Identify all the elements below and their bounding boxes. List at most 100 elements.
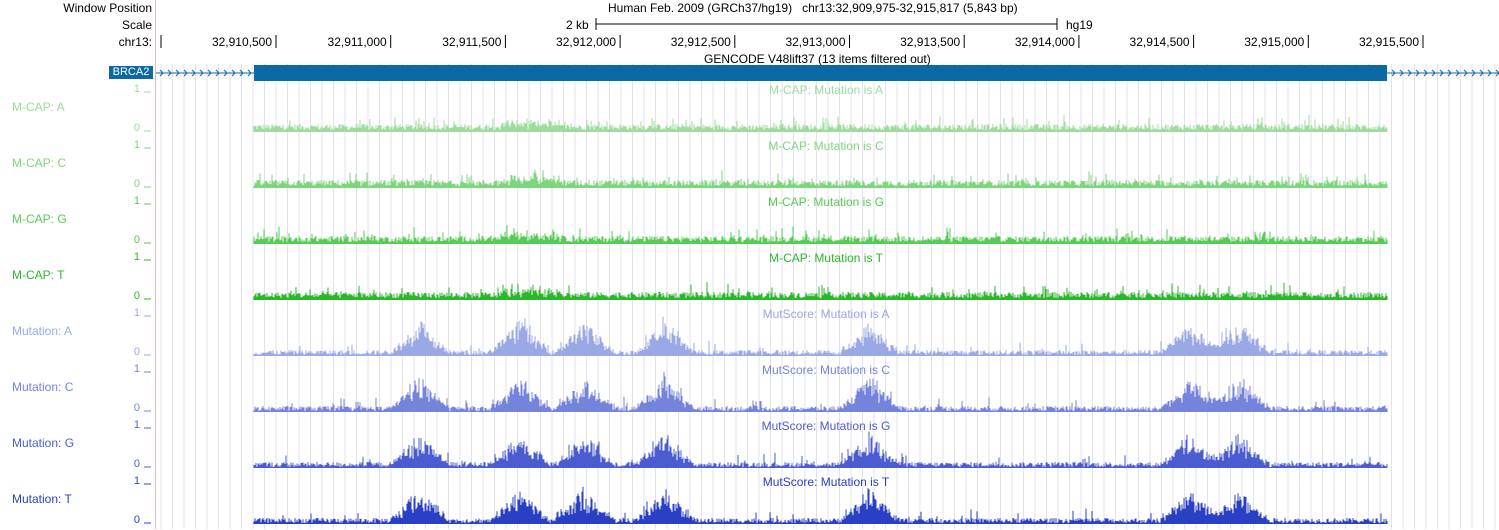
scale-label: Scale <box>121 18 152 32</box>
track-title-m-cap-t: M-CAP: Mutation is T <box>769 251 883 265</box>
strand-arrow <box>223 69 228 77</box>
track-axis-max: 1 <box>133 307 140 319</box>
wiggle-signal <box>253 225 1388 244</box>
strand-arrow <box>191 69 196 77</box>
ruler-tick-label: 32,912,000 <box>556 35 616 49</box>
track-side-label-mutation-c[interactable]: Mutation: C <box>12 380 74 394</box>
wiggle-signal <box>253 372 1388 412</box>
strand-arrow <box>1479 69 1484 77</box>
strand-arrow <box>1439 69 1444 77</box>
track-side-label-m-cap-t[interactable]: M-CAP: T <box>12 268 65 282</box>
track-axis-min: 0 <box>133 178 140 190</box>
strand-arrow <box>1463 69 1468 77</box>
ruler-tick-label: 32,913,500 <box>900 35 960 49</box>
strand-arrow <box>175 69 180 77</box>
strand-arrow <box>1487 69 1492 77</box>
wiggle-signal <box>253 282 1388 300</box>
strand-arrow <box>1399 69 1404 77</box>
strand-arrow <box>167 69 172 77</box>
track-axis-max: 1 <box>133 419 140 431</box>
track-axis-min: 0 <box>133 458 140 470</box>
ruler-tick-label: 32,915,500 <box>1359 35 1419 49</box>
ruler-tick-label: 32,914,500 <box>1130 35 1190 49</box>
strand-arrow <box>1391 69 1396 77</box>
strand-arrow <box>1495 69 1499 77</box>
track-side-label-m-cap-c[interactable]: M-CAP: C <box>12 156 66 170</box>
scale-text: 2 kb <box>566 18 589 32</box>
strand-arrow <box>1431 69 1436 77</box>
track-axis-max: 1 <box>133 83 140 95</box>
track-side-label-mutation-a[interactable]: Mutation: A <box>12 324 73 338</box>
track-title-m-cap-g: M-CAP: Mutation is G <box>768 195 884 209</box>
strand-arrow <box>207 69 212 77</box>
track-title-mutation-a: MutScore: Mutation is A <box>763 307 890 321</box>
track-axis-max: 1 <box>133 251 140 263</box>
scale-bar <box>595 18 1058 30</box>
gene-label-brca2[interactable]: BRCA2 <box>109 66 153 79</box>
track-side-label-mutation-g[interactable]: Mutation: G <box>12 436 75 450</box>
strand-arrow <box>1471 69 1476 77</box>
track-title-m-cap-a: M-CAP: Mutation is A <box>769 83 883 97</box>
chrom-label: chr13: <box>118 35 152 49</box>
track-axis-min: 0 <box>133 514 140 526</box>
track-side-label-m-cap-g[interactable]: M-CAP: G <box>12 212 67 226</box>
ruler-tick-label: 32,915,000 <box>1244 35 1304 49</box>
track-title-mutation-g: MutScore: Mutation is G <box>762 419 891 433</box>
strand-arrow <box>199 69 204 77</box>
assembly-title: Human Feb. 2009 (GRCh37/hg19) <box>608 1 793 15</box>
strand-arrow <box>247 69 252 77</box>
track-axis-max: 1 <box>133 139 140 151</box>
wiggle-signal <box>253 115 1388 132</box>
strand-arrow <box>183 69 188 77</box>
wiggle-track-m-cap-t[interactable]: M-CAP: Mutation is T <box>0 250 1499 306</box>
position-text: chr13:32,909,975-32,915,817 (5,843 bp) <box>802 1 1018 15</box>
wiggle-track-mutation-c[interactable]: MutScore: Mutation is C <box>0 362 1499 418</box>
position-line: Human Feb. 2009 (GRCh37/hg19) chr13:32,9… <box>608 1 1018 15</box>
wiggle-track-mutation-t[interactable]: MutScore: Mutation is T <box>0 474 1499 530</box>
strand-arrow <box>215 69 220 77</box>
ruler-tick-label: 32,911,000 <box>328 35 387 49</box>
ruler-tick-label: 32,910,500 <box>212 35 272 49</box>
gene-track-brca2[interactable] <box>156 64 1499 82</box>
track-axis-min: 0 <box>133 234 140 246</box>
window-position-label: Window Position <box>63 1 152 15</box>
track-title-mutation-t: MutScore: Mutation is T <box>763 475 890 489</box>
wiggle-signal <box>253 486 1388 524</box>
ruler-tick-label: 32,912,500 <box>671 35 731 49</box>
strand-arrow <box>159 69 164 77</box>
track-side-label-mutation-t[interactable]: Mutation: T <box>12 492 72 506</box>
track-axis-max: 1 <box>133 195 140 207</box>
track-axis-max: 1 <box>133 475 140 487</box>
base-position-ruler[interactable]: 32,910,500 32,911,000 32,911,500 32,912,000… <box>0 30 1499 52</box>
track-axis-min: 0 <box>133 402 140 414</box>
wiggle-track-mutation-g[interactable]: MutScore: Mutation is G <box>0 418 1499 474</box>
wiggle-signal <box>253 316 1388 356</box>
wiggle-track-m-cap-g[interactable]: M-CAP: Mutation is G <box>0 194 1499 250</box>
ruler-tick-label: 32,911,500 <box>442 35 501 49</box>
sidebar-separator <box>155 0 156 529</box>
strand-arrow <box>1407 69 1412 77</box>
track-axis-min: 0 <box>133 290 140 302</box>
wiggle-signal <box>253 431 1388 468</box>
ruler-tick-label: 32,913,000 <box>785 35 845 49</box>
gene-exon-block[interactable] <box>254 65 1387 81</box>
strand-arrow <box>1455 69 1460 77</box>
track-side-label-m-cap-a[interactable]: M-CAP: A <box>12 100 65 114</box>
track-title-m-cap-c: M-CAP: Mutation is C <box>768 139 884 153</box>
gene-track-title: GENCODE V48lift37 (13 items filtered out… <box>704 52 931 66</box>
scale-db: hg19 <box>1066 18 1093 32</box>
track-axis-min: 0 <box>133 346 140 358</box>
track-title-mutation-c: MutScore: Mutation is C <box>762 363 890 377</box>
wiggle-signal <box>253 169 1388 188</box>
track-axis-max: 1 <box>133 363 140 375</box>
strand-arrow <box>1447 69 1452 77</box>
wiggle-track-m-cap-a[interactable]: M-CAP: Mutation is A <box>0 82 1499 138</box>
strand-arrow <box>239 69 244 77</box>
wiggle-track-mutation-a[interactable]: MutScore: Mutation is A <box>0 306 1499 362</box>
strand-arrow <box>1415 69 1420 77</box>
ruler-tick-label: 32,914,000 <box>1015 35 1075 49</box>
track-axis-min: 0 <box>133 122 140 134</box>
strand-arrow <box>1423 69 1428 77</box>
strand-arrow <box>231 69 236 77</box>
wiggle-track-m-cap-c[interactable]: M-CAP: Mutation is C <box>0 138 1499 194</box>
